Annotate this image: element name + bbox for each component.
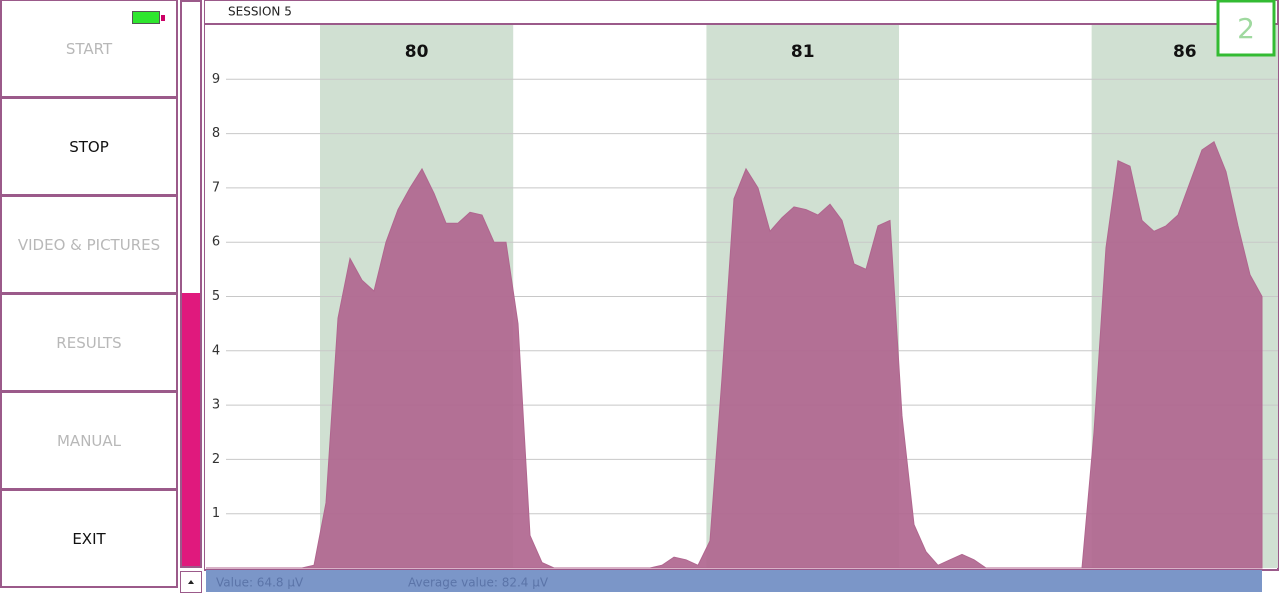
button-label: EXIT bbox=[72, 529, 106, 548]
battery-tip bbox=[161, 15, 165, 21]
y-tick-label: 5 bbox=[212, 289, 220, 304]
y-tick-label: 4 bbox=[212, 343, 220, 358]
y-tick-label: 7 bbox=[212, 180, 220, 195]
menu-button[interactable]: MANUAL bbox=[0, 391, 178, 490]
y-tick-label: 9 bbox=[212, 72, 220, 87]
y-tick-label: 6 bbox=[212, 235, 220, 250]
status-bar bbox=[206, 570, 1262, 592]
button-label: VIDEO & PICTURES bbox=[17, 235, 161, 254]
menu-button[interactable]: VIDEO & PICTURES bbox=[0, 195, 178, 294]
button-label: START bbox=[65, 39, 113, 58]
band-label: 81 bbox=[791, 42, 815, 62]
menu-button[interactable]: STOP bbox=[0, 97, 178, 196]
button-label: MANUAL bbox=[56, 431, 122, 450]
arrow-icon bbox=[188, 580, 194, 584]
scroll-up-button[interactable] bbox=[180, 571, 202, 593]
y-tick-label: 3 bbox=[212, 398, 220, 413]
indicator: 2 bbox=[1237, 12, 1255, 45]
status-value: Value: 64.8 µV bbox=[216, 576, 304, 590]
band-label: 80 bbox=[405, 42, 429, 62]
session-title: SESSION 5 bbox=[228, 5, 292, 19]
indicator-box bbox=[1216, 0, 1276, 57]
battery-icon bbox=[132, 11, 165, 24]
band-label: 86 bbox=[1173, 42, 1197, 62]
level-fill bbox=[182, 293, 200, 566]
menu-button[interactable]: EXIT bbox=[0, 489, 178, 588]
level-bar bbox=[180, 0, 202, 568]
y-tick-label: 2 bbox=[212, 452, 220, 467]
menu-button[interactable]: RESULTS bbox=[0, 293, 178, 392]
status-average: Average value: 82.4 µV bbox=[408, 576, 549, 590]
chart: SESSION 5 80 81 86 1 2 3 4 5 6 7 8 9 2 Value: 64.8 … bbox=[204, 0, 1279, 592]
sidebar: START STOP VIDEO & PICTURES RESULTS MANUAL EX… bbox=[0, 0, 178, 595]
button-label: STOP bbox=[69, 137, 109, 156]
signal-area bbox=[206, 140, 1263, 569]
y-tick-label: 1 bbox=[212, 506, 220, 521]
header-bar bbox=[204, 0, 1279, 25]
y-tick-label: 8 bbox=[212, 126, 220, 141]
button-label: RESULTS bbox=[56, 333, 122, 352]
menu-button[interactable]: START bbox=[0, 0, 178, 98]
